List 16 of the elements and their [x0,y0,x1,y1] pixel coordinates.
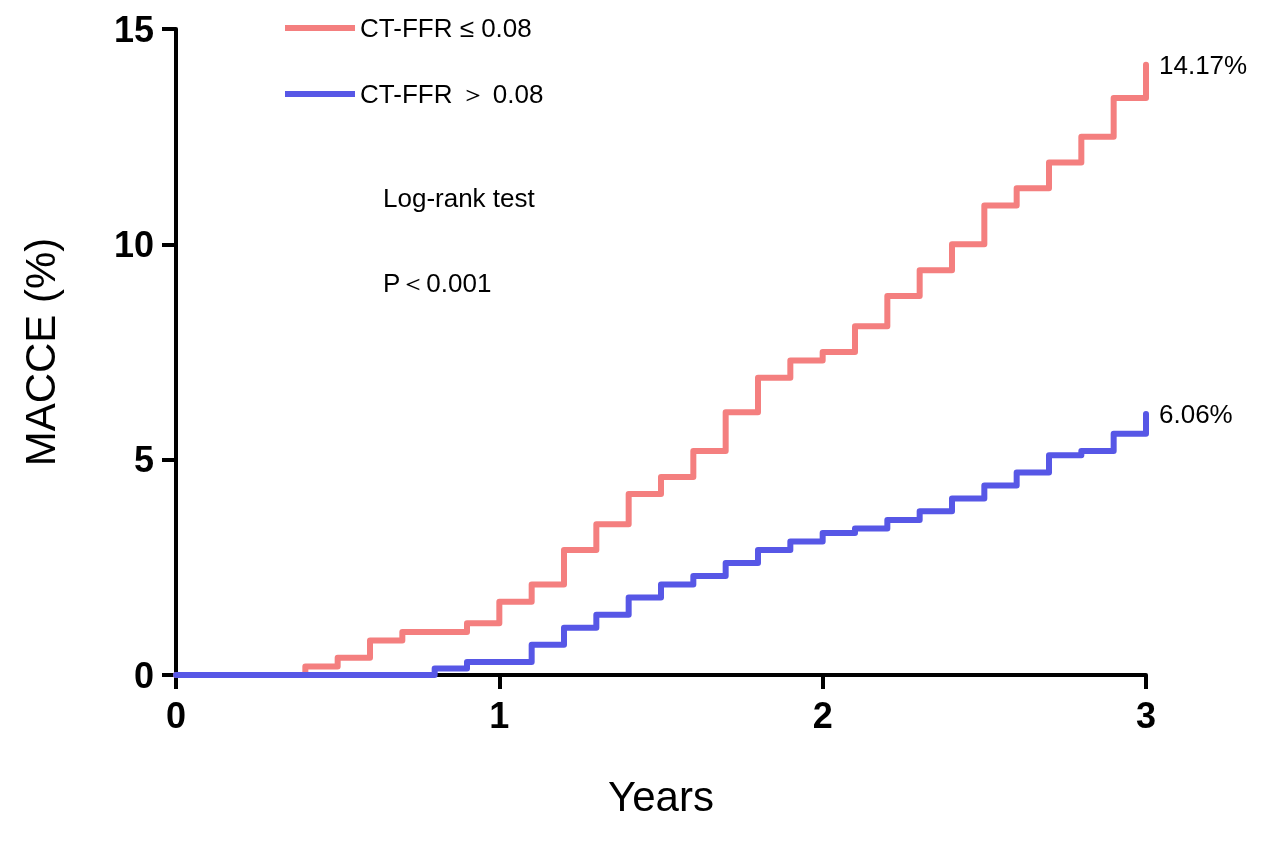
y-tick-label: 5 [133,439,154,481]
y-tick-label: 0 [133,654,154,696]
data-label: 6.06% [1159,399,1233,430]
legend-label: CT-FFR ≤ 0.08 [360,13,532,43]
x-tick-label: 0 [165,694,187,736]
y-tick-label: 15 [113,8,154,50]
data-label: 14.17% [1159,49,1248,80]
annotation: P＜0.001 [383,268,492,298]
x-axis-title: Years [608,772,714,820]
y-tick-label: 10 [113,223,154,265]
legend-label: CT-FFR ＞ 0.08 [360,79,544,109]
annotation: Log-rank test [383,183,536,213]
x-tick-label: 1 [489,694,510,736]
y-axis-title: MACCE (%) [16,237,64,467]
x-tick-label: 2 [812,694,833,736]
x-tick-label: 3 [1135,694,1157,736]
